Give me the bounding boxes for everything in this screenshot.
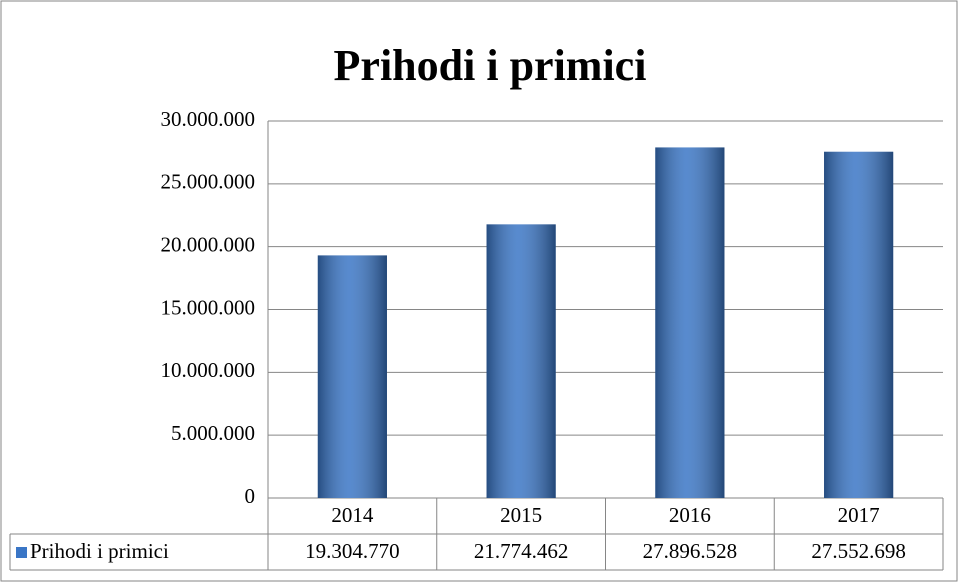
table-value: 19.304.770 [305,539,400,563]
bar-shade [317,255,387,498]
x-tick-label: 2015 [500,503,542,527]
y-tick-label: 20.000.000 [161,232,256,256]
table-value: 27.552.698 [811,539,906,563]
y-tick-label: 30.000.000 [161,107,256,131]
table-value: 27.896.528 [643,539,738,563]
x-tick-label: 2014 [331,503,374,527]
y-tick-label: 0 [245,484,256,508]
legend-label: Prihodi i primici [30,539,169,563]
y-tick-label: 5.000.000 [171,421,255,445]
y-tick-label: 25.000.000 [161,170,256,194]
table-value: 21.774.462 [474,539,569,563]
x-tick-label: 2016 [669,503,711,527]
bar-shade [655,147,725,498]
y-tick-label: 15.000.000 [161,295,256,319]
y-tick-label: 10.000.000 [161,358,256,382]
x-tick-label: 2017 [838,503,880,527]
legend-marker [16,547,27,558]
chart-title: Prihodi i primici [334,41,647,90]
bar-shade [486,224,556,498]
bar-shade [824,151,894,498]
